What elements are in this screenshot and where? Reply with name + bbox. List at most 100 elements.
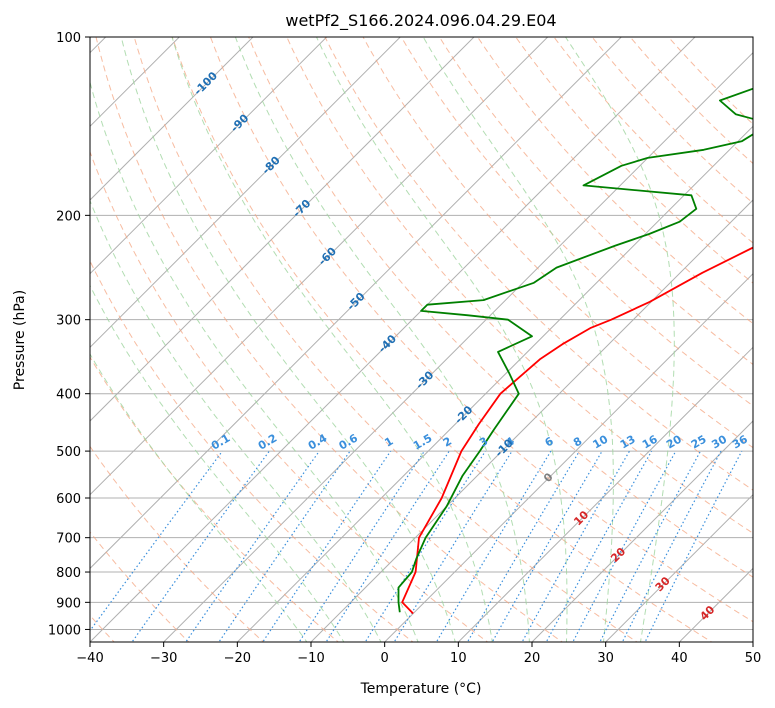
isotherm-line [310,199,753,642]
moist-adiabat [171,37,493,642]
moist-adiabat [565,37,675,642]
mixing-ratio-label: 8 [571,435,584,450]
y-tick-label: 800 [56,566,81,581]
isotherm-line [457,346,753,642]
mixing-ratio-label: 20 [664,432,684,451]
mixing-ratio-lines [90,450,743,642]
isotherm-line [531,420,753,642]
mixing-ratio-line [435,450,552,642]
isotherm-label: 40 [697,603,717,623]
temperature-profile [401,246,753,615]
isotherm-line [90,37,549,496]
x-axis-label: Temperature (°C) [360,681,482,697]
y-tick-label: 1000 [48,623,81,638]
mixing-ratio-line [466,450,580,642]
isotherm-line [383,272,753,642]
mixing-ratio-label: 36 [730,432,750,451]
plot-area [90,37,753,642]
isotherm-line [90,37,328,275]
mixing-ratio-label: 25 [689,433,709,452]
x-axis-ticks: −40 −30 −20 −10 0 10 20 30 40 50 [76,642,761,666]
dry-adiabat [553,37,753,244]
y-tick-label: 200 [56,209,81,224]
dry-adiabat [629,37,753,165]
dry-adiabat [171,37,713,642]
dry-adiabat [362,37,753,449]
mixing-ratio-line [599,450,702,642]
mixing-ratio-label: 0.4 [306,431,330,452]
moist-adiabat [316,37,568,642]
isotherm-label: -90 [228,111,251,134]
x-tick-label: −20 [224,651,251,666]
isotherm-label: -50 [344,290,367,313]
mixing-ratio-line [364,450,486,642]
isotherm-label: 30 [653,574,673,594]
isotherms [90,37,753,642]
y-tick-label: 500 [56,445,81,460]
moist-adiabat [90,199,382,642]
mixing-ratio-label: 1.5 [411,432,434,453]
mixing-ratio-line [218,450,351,642]
dry-adiabat [209,37,753,623]
mixing-ratio-line [298,450,425,642]
mixing-ratio-line [393,450,513,642]
y-tick-label: 100 [56,31,81,46]
mixing-ratio-label: 6 [543,434,556,449]
y-axis-ticks: 100 200 300 400 500 600 700 800 900 1000 [48,31,90,638]
moist-adiabat [234,37,530,642]
isotherm-line [90,37,623,570]
moist-adiabat [90,353,308,642]
moist-adiabat [90,284,345,642]
mixing-ratio-label: 10 [590,432,610,451]
x-tick-label: 0 [381,651,389,666]
profiles [397,87,753,615]
mixing-ratio-line [644,450,743,642]
mixing-ratio-line [185,450,320,642]
isotherm-line [90,37,254,201]
mixing-ratio-label: 16 [640,432,660,451]
y-tick-label: 900 [56,596,81,611]
dry-adiabat [90,259,414,642]
isotherm-label: 10 [571,508,591,528]
mixing-ratio-label: 1 [382,435,395,450]
dry-adiabat [90,445,265,642]
dry-adiabat [591,37,753,204]
x-tick-label: 50 [745,651,762,666]
isotherm-line [90,37,402,349]
y-tick-label: 700 [56,532,81,547]
dry-adiabat [90,531,190,642]
x-tick-label: −40 [76,651,103,666]
y-tick-label: 600 [56,492,81,507]
dry-adiabat [400,37,753,407]
mixing-ratio-line [262,450,392,642]
plot-frame [89,36,754,643]
moist-adiabats [90,37,675,642]
x-tick-label: −30 [150,651,177,666]
mixing-ratio-line [325,450,450,642]
mixing-ratio-line [572,450,677,642]
isotherm-line [604,493,753,642]
isotherm-label: -80 [260,154,283,177]
dry-adiabats [90,37,753,642]
isotherm-line [90,37,475,422]
mixing-ratio-label: 30 [709,432,729,451]
y-axis-label: Pressure (hPa) [12,290,28,390]
dry-adiabat [95,37,564,642]
dry-adiabat [438,37,753,366]
dry-adiabat [248,37,753,578]
mixing-ratio-line [131,450,270,642]
dry-adiabat [324,37,753,491]
isotherm-label: -60 [316,245,339,268]
x-tick-label: 20 [524,651,541,666]
pressure-gridlines [90,37,753,630]
moist-adiabat [90,80,419,642]
isotherm-line [752,641,753,642]
chart-title: wetPf2_S166.2024.096.04.29.E04 [285,11,556,31]
mixing-ratio-label: 2 [441,435,454,450]
mixing-ratio-line [621,450,722,642]
isopleth-labels: 0.1 0.2 0.4 0.6 1 1.5 2 3 4 6 8 10 13 16 20 25 30 36-100-… [191,69,750,623]
dry-adiabat [286,37,753,534]
dewpoint-profile [397,87,753,613]
dry-adiabat [90,150,489,642]
